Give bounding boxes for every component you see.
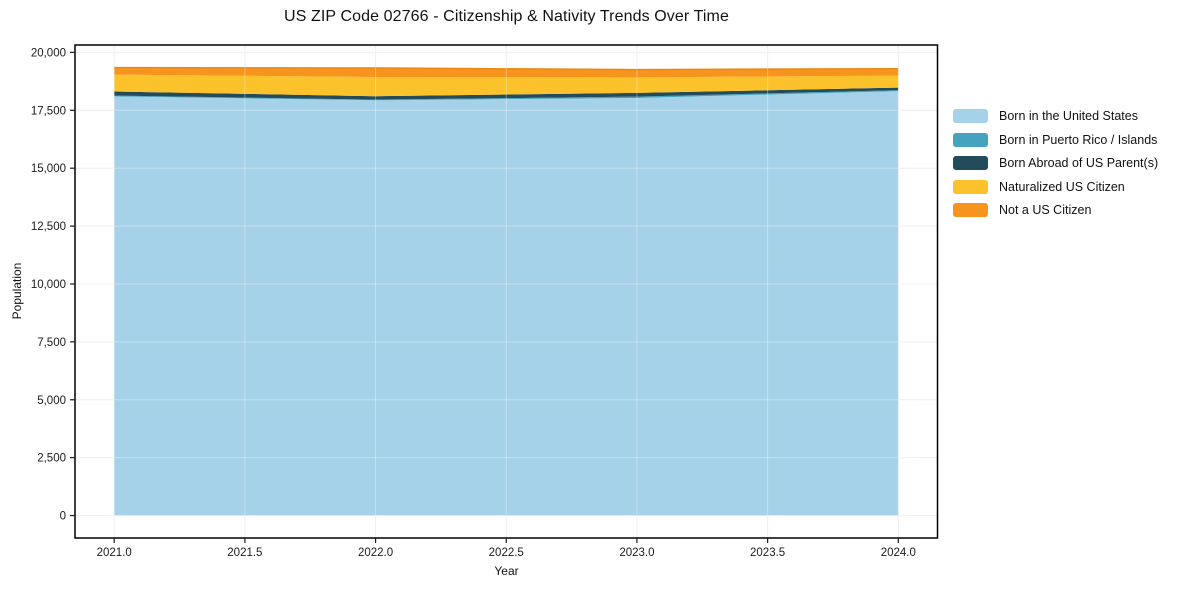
legend-label: Born in Puerto Rico / Islands: [999, 132, 1158, 147]
legend-label: Not a US Citizen: [999, 203, 1092, 217]
y-tick-label: 20,000: [31, 47, 66, 59]
legend-item: Born in the United States: [953, 109, 1158, 123]
y-tick-label: 2,500: [37, 453, 66, 465]
y-tick-label: 10,000: [31, 279, 66, 291]
y-tick-label: 17,500: [31, 105, 66, 117]
stack-top-edge: [114, 66, 899, 71]
legend-item: Naturalized US Citizen: [953, 179, 1158, 194]
y-tick-label: 5,000: [37, 395, 66, 407]
legend-item: Not a US Citizen: [953, 203, 1158, 217]
area-series-2: [114, 87, 899, 100]
x-tick-label: 2023.0: [619, 547, 654, 559]
legend-label: Born in the United States: [999, 109, 1138, 123]
legend-item: Born in Puerto Rico / Islands: [953, 132, 1158, 147]
x-tick-label: 2022.5: [489, 547, 524, 559]
ticks: 2021.0 2021.5 2022.0 2022.5 2023.0 2023.5 2024…: [31, 47, 916, 559]
x-tick-label: 2024.0: [881, 547, 916, 559]
grid-over: [75, 45, 938, 538]
y-tick-label: 0: [60, 511, 66, 523]
x-axis-label: Year: [494, 564, 519, 578]
legend-label: Born Abroad of US Parent(s): [999, 156, 1159, 170]
x-tick-label: 2022.0: [358, 547, 393, 559]
area-series-1: [114, 90, 899, 101]
y-tick-label: 12,500: [31, 221, 66, 233]
area-series-0: [114, 91, 899, 516]
area-series-4: [114, 67, 899, 78]
x-tick-label: 2021.0: [97, 547, 132, 559]
legend-swatch: [953, 156, 988, 170]
chart-title: US ZIP Code 02766 - Citizenship & Nativi…: [284, 8, 729, 25]
legend-swatch: [953, 109, 988, 123]
legend-swatch: [953, 132, 988, 147]
legend-swatch: [953, 179, 988, 194]
legend-swatch: [953, 203, 988, 217]
y-axis-label: Population: [10, 262, 24, 320]
stacked-areas: [114, 66, 899, 516]
legend-label: Naturalized US Citizen: [999, 179, 1125, 194]
x-tick-label: 2023.5: [750, 547, 785, 559]
legend: Born in the United States Born in Puerto …: [953, 109, 1158, 227]
y-tick-label: 15,000: [31, 163, 66, 175]
x-tick-label: 2021.5: [227, 547, 262, 559]
area-series-3: [114, 74, 899, 97]
legend-item: Born Abroad of US Parent(s): [953, 156, 1158, 170]
y-tick-label: 7,500: [37, 337, 66, 349]
